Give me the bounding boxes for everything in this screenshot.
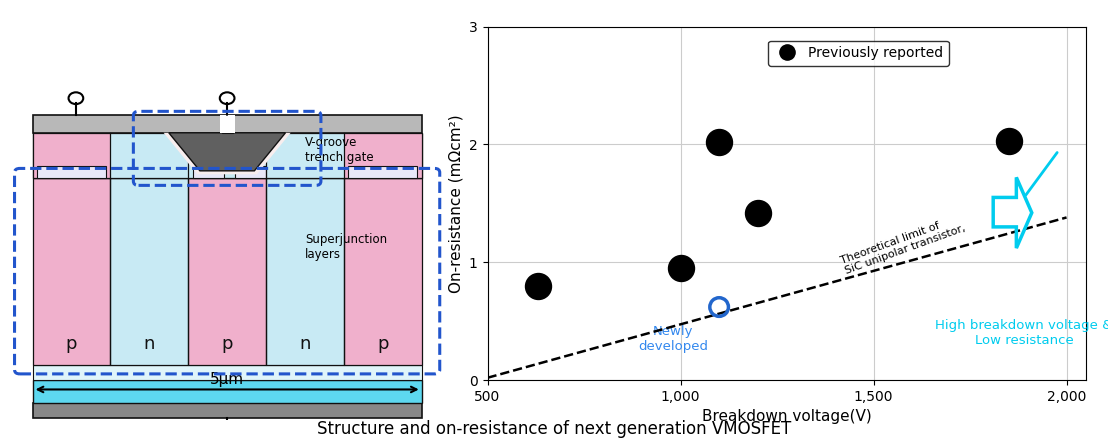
Bar: [33, 365, 422, 380]
Bar: [188, 178, 266, 365]
X-axis label: Breakdown voltage(V): Breakdown voltage(V): [701, 409, 872, 424]
Bar: [33, 365, 422, 380]
Point: [999, 137, 1017, 145]
Bar: [222, 115, 233, 133]
Text: Newly
developed: Newly developed: [638, 325, 708, 353]
Text: V-groove
trench gate: V-groove trench gate: [305, 136, 373, 164]
Point: [529, 282, 546, 290]
Text: High breakdown voltage &
Low resistance: High breakdown voltage & Low resistance: [935, 319, 1108, 347]
Bar: [33, 115, 422, 133]
Text: n: n: [144, 335, 155, 353]
Text: p: p: [222, 335, 233, 353]
Bar: [343, 178, 422, 365]
Bar: [33, 133, 422, 178]
Point: [671, 265, 689, 272]
Text: 5μm: 5μm: [211, 372, 244, 387]
Legend: Previously reported: Previously reported: [768, 41, 948, 66]
Bar: [266, 178, 343, 365]
Bar: [33, 403, 422, 418]
Bar: [343, 178, 422, 365]
Bar: [193, 166, 224, 178]
Bar: [33, 178, 422, 365]
Bar: [33, 178, 111, 365]
Polygon shape: [168, 133, 286, 171]
Text: Structure and on-resistance of next generation VMOSFET: Structure and on-resistance of next gene…: [317, 419, 791, 438]
Bar: [33, 133, 422, 178]
Text: Superjunction
layers: Superjunction layers: [305, 233, 387, 261]
Bar: [33, 380, 422, 403]
Text: n: n: [299, 335, 310, 353]
Bar: [343, 133, 422, 178]
Bar: [33, 178, 111, 365]
Text: p: p: [65, 335, 78, 353]
Polygon shape: [164, 133, 290, 174]
Text: Theoretical limit of
SiC unipolar transistor,: Theoretical limit of SiC unipolar transi…: [839, 213, 966, 276]
Bar: [188, 178, 266, 365]
Bar: [219, 115, 235, 133]
Point: [710, 304, 728, 311]
Y-axis label: On-resistance (mΩcm²): On-resistance (mΩcm²): [449, 114, 463, 293]
Bar: [37, 166, 106, 178]
Bar: [348, 166, 418, 178]
Bar: [33, 133, 111, 178]
Bar: [111, 133, 343, 178]
Text: p: p: [377, 335, 389, 353]
Point: [710, 138, 728, 145]
Bar: [235, 166, 266, 178]
Bar: [111, 178, 188, 365]
Point: [749, 209, 767, 216]
